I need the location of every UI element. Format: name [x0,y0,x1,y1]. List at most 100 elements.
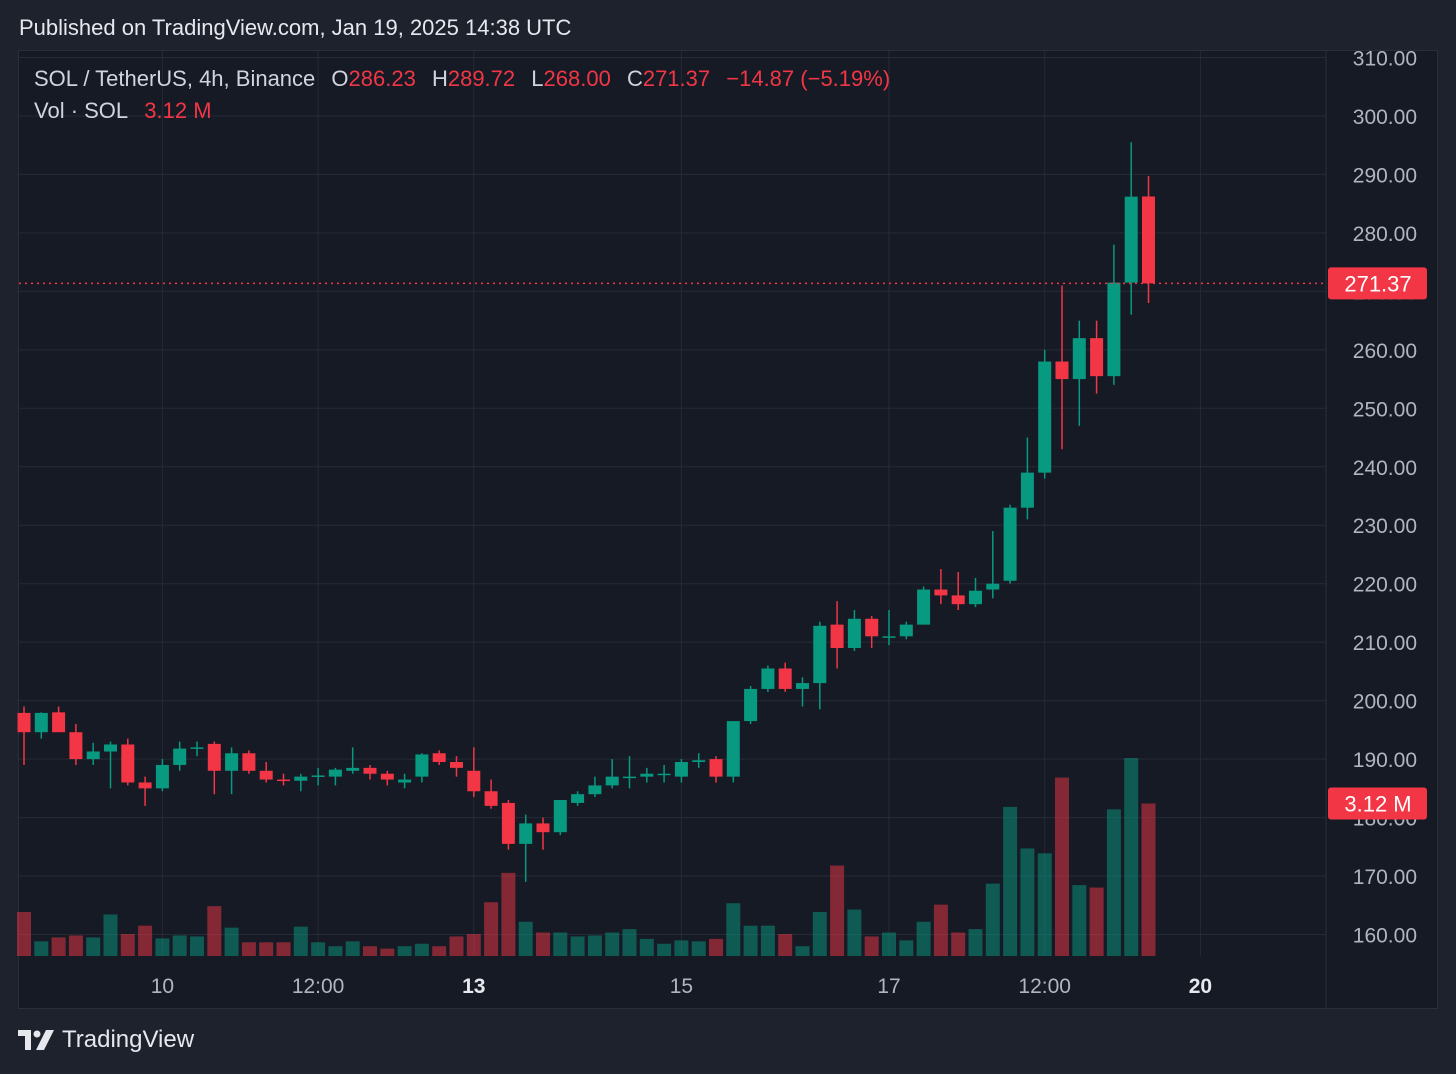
volume-bar [34,941,49,956]
volume-bar [1141,803,1156,956]
candle-body [1055,361,1069,380]
y-tick-label: 200.00 [1353,691,1417,714]
candle [726,721,740,783]
candle [1055,285,1069,450]
volume-bar [847,909,862,956]
candle-body [917,589,931,625]
candle-body [553,800,567,833]
candle-body [363,767,377,774]
volume-bar [155,938,170,956]
candle-body [726,721,740,777]
change-value: −14.87 (−5.19%) [726,66,891,91]
price-candles [17,142,1155,882]
y-tick-label: 190.00 [1353,749,1417,772]
candle-body [450,762,463,768]
candle-body [242,753,256,771]
candle-body [69,732,83,760]
y-tick-label: 250.00 [1353,398,1417,421]
candle [69,724,83,765]
candle [796,677,809,707]
volume-bar [778,934,793,956]
volume-bar [622,929,637,956]
volume-bar [709,938,723,956]
footer-brand[interactable]: TradingView [18,1026,194,1054]
candle [865,615,879,649]
candle [225,747,239,795]
candle [536,817,550,850]
candle [207,741,221,795]
candle-body [484,791,498,806]
candle-body [778,668,792,689]
y-tick-label: 310.00 [1353,48,1417,71]
volume-bar [605,932,620,956]
x-tick-label: 20 [1189,975,1212,998]
y-tick-label: 220.00 [1353,574,1417,597]
open-value: 286.23 [348,66,416,91]
candle-body [328,769,342,777]
volume-bar [691,941,706,956]
last-price-badge: 271.37 [1328,267,1427,300]
low-value: 268.00 [543,66,611,91]
candle [450,756,463,777]
symbol-title[interactable]: SOL / TetherUS, 4h, Binance [34,66,316,91]
tradingview-logo-icon [18,1030,54,1050]
candle [52,706,66,733]
candle-body [380,773,394,780]
volume-bar [760,925,775,956]
candle [1142,176,1155,304]
volume-bar [17,912,31,956]
low-label: L [531,66,544,91]
candle [882,610,896,646]
volume-bar [51,937,66,956]
candle [1020,437,1034,520]
x-tick-label: 12:00 [1018,975,1071,998]
candle [34,712,48,739]
x-tick-label: 17 [877,975,900,998]
candle [155,759,169,792]
volume-bar [380,948,395,956]
candle-body [1142,196,1155,284]
candle [259,762,273,783]
candle-body [865,618,879,637]
candle-body [138,782,152,789]
candle-body [294,776,308,781]
candle [1124,142,1138,315]
volume-bar [120,934,135,956]
candle-body [623,776,636,779]
candle-body [52,712,66,733]
candle-body [1038,361,1052,473]
chart-panel[interactable] [18,50,1438,1009]
high-value: 289.72 [447,66,516,91]
volume-bar [1072,885,1087,956]
candle-body [311,775,325,777]
x-tick-label: 10 [151,975,174,998]
candle-body [1072,338,1086,380]
candle [519,814,533,882]
volume-bar [190,936,204,956]
y-tick-label: 290.00 [1353,164,1417,187]
candle-body [951,595,965,605]
volume-bar [68,935,83,956]
volume-bar [1055,777,1069,956]
high-label: H [431,66,448,91]
candle [346,747,360,774]
volume-bar [311,942,326,956]
candle [951,572,965,611]
volume-bar [328,946,343,956]
volume-value: 3.12 M [144,98,212,123]
volume-badge-label: 3.12 M [1344,791,1411,816]
volume-bar [570,936,585,956]
volume-label[interactable]: Vol · SOL [34,98,129,123]
volume-bar [657,943,672,956]
volume-bar [86,937,101,956]
y-tick-label: 260.00 [1353,340,1417,363]
candle-body [934,589,948,596]
volume-bar [224,927,239,956]
y-tick-label: 230.00 [1353,515,1417,538]
candle [173,741,187,771]
candle-body [346,767,360,771]
candle-body [121,744,135,783]
candle [674,759,688,783]
volume-bar [1106,809,1121,956]
